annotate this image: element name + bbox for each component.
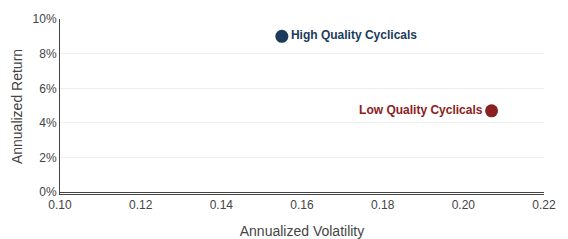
svg-text:Annualized Return: Annualized Return bbox=[9, 49, 25, 164]
svg-text:0.22: 0.22 bbox=[532, 198, 556, 212]
svg-text:4%: 4% bbox=[39, 116, 57, 130]
svg-text:2%: 2% bbox=[39, 151, 57, 165]
svg-text:High Quality Cyclicals: High Quality Cyclicals bbox=[291, 28, 417, 42]
svg-text:0.16: 0.16 bbox=[290, 198, 314, 212]
svg-text:6%: 6% bbox=[39, 82, 57, 96]
svg-text:Low Quality Cyclicals: Low Quality Cyclicals bbox=[359, 103, 483, 117]
svg-text:10%: 10% bbox=[33, 12, 57, 26]
svg-text:Annualized Volatility: Annualized Volatility bbox=[240, 223, 365, 239]
svg-text:0.14: 0.14 bbox=[210, 198, 234, 212]
svg-text:8%: 8% bbox=[39, 47, 57, 61]
svg-text:0.20: 0.20 bbox=[452, 198, 476, 212]
svg-text:0%: 0% bbox=[39, 185, 57, 199]
svg-text:0.12: 0.12 bbox=[129, 198, 153, 212]
svg-text:0.10: 0.10 bbox=[48, 198, 72, 212]
svg-text:0.18: 0.18 bbox=[371, 198, 395, 212]
